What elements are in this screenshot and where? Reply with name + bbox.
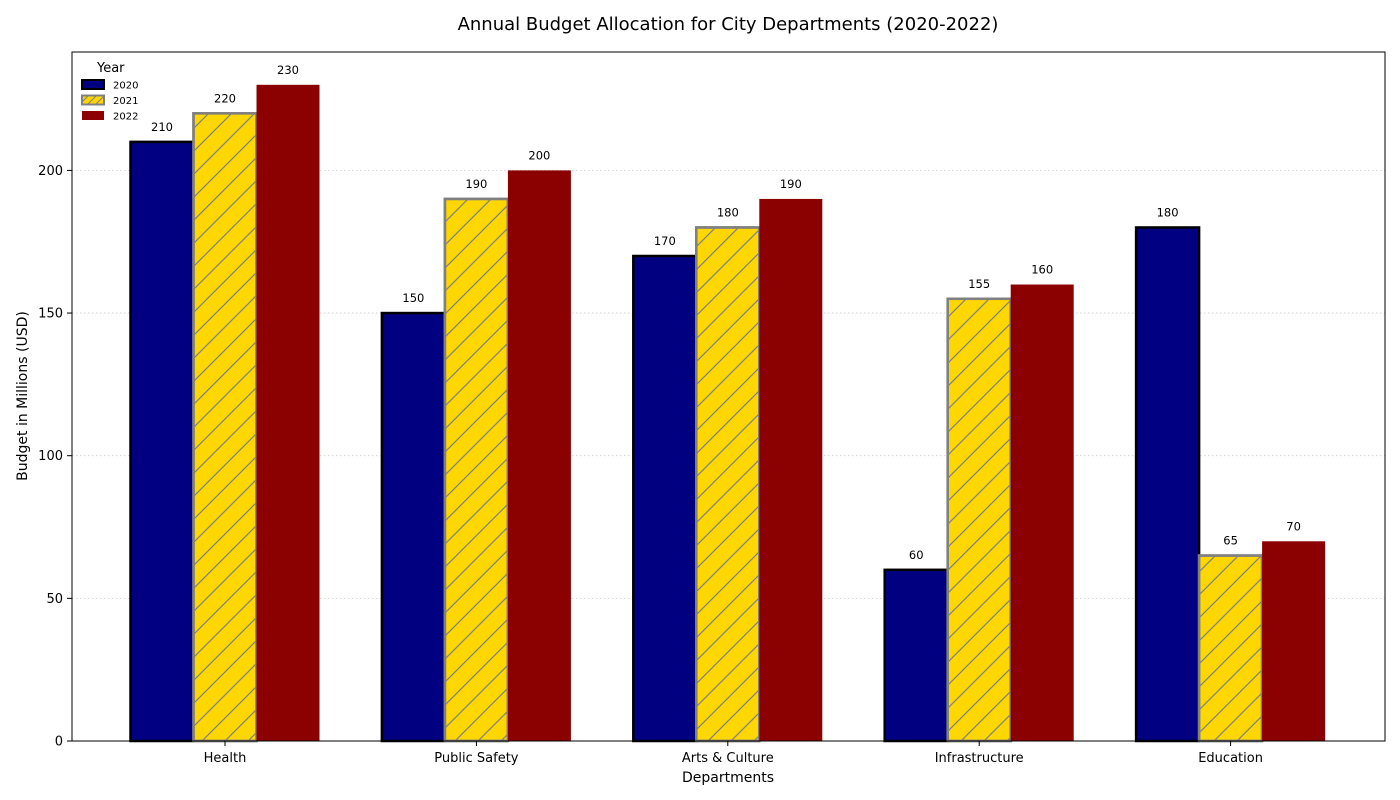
x-tick-label: Public Safety [434, 751, 518, 766]
bar-value-label: 70 [1286, 519, 1301, 533]
bar-value-label: 210 [151, 120, 173, 134]
plot-frame [71, 51, 1386, 742]
x-tick-label: Health [204, 751, 247, 766]
bar-2022-health [256, 84, 320, 742]
legend-swatch-2022 [82, 111, 104, 120]
bar-2022-education [1262, 541, 1326, 741]
legend-title: Year [96, 61, 125, 76]
y-axis-label: Budget in Millions (USD) [15, 311, 31, 481]
bar-2022-public-safety [507, 170, 571, 741]
bar-2020-public-safety [380, 311, 447, 743]
chart-title: Annual Budget Allocation for City Depart… [458, 14, 999, 35]
bar-2020-education [1134, 226, 1201, 743]
legend-swatch-2020 [81, 79, 105, 90]
bar-hatch [192, 112, 258, 743]
legend-swatch-hatch [81, 94, 105, 106]
legend-label-2020: 2020 [113, 81, 138, 92]
y-tick-label: 0 [55, 735, 63, 750]
y-tick-label: 150 [38, 307, 63, 322]
y-tick-label: 100 [38, 449, 63, 464]
x-axis-label: Departments [682, 770, 774, 786]
legend: Year 2020 2021 2022 [81, 61, 138, 123]
bar-labels: 210 220 230 150 190 200 170 180 190 60 155 160 180 65… [151, 63, 1301, 562]
bar-2022-infrastructure [1010, 284, 1074, 741]
bar-hatch [695, 226, 761, 743]
bar-value-label: 170 [654, 234, 676, 248]
bar-value-label: 230 [277, 63, 299, 77]
x-axis: Health Public Safety Arts & Culture Infrast… [204, 741, 1263, 766]
bar-2020-arts-culture [632, 254, 698, 743]
y-tick-label: 50 [46, 592, 63, 607]
bar-value-label: 180 [1157, 205, 1179, 219]
bar-value-label: 200 [528, 148, 550, 162]
bar-value-label: 190 [780, 177, 802, 191]
bar-value-label: 160 [1031, 263, 1053, 277]
bar-2020-health [129, 140, 195, 743]
x-tick-label: Arts & Culture [682, 751, 774, 766]
bar-hatch [946, 297, 1012, 743]
bar-value-label: 180 [717, 205, 739, 219]
y-tick-label: 200 [38, 164, 63, 179]
x-tick-label: Education [1198, 751, 1263, 766]
bar-value-label: 190 [465, 177, 487, 191]
y-axis: 0 50 100 150 200 [38, 164, 72, 750]
x-tick-label: Infrastructure [935, 751, 1024, 766]
bar-hatch [1197, 554, 1264, 743]
legend-label-2021: 2021 [113, 96, 138, 107]
legend-label-2022: 2022 [113, 112, 138, 123]
bar-value-label: 220 [214, 91, 236, 105]
bar-2020-infrastructure [883, 568, 949, 743]
bar-2022-arts-culture [759, 198, 823, 741]
bars [129, 84, 1326, 743]
bar-value-label: 155 [968, 277, 990, 291]
bar-value-label: 60 [909, 548, 924, 562]
bar-value-label: 65 [1223, 534, 1238, 548]
bar-value-label: 150 [402, 291, 424, 305]
bar-hatch [443, 197, 510, 743]
